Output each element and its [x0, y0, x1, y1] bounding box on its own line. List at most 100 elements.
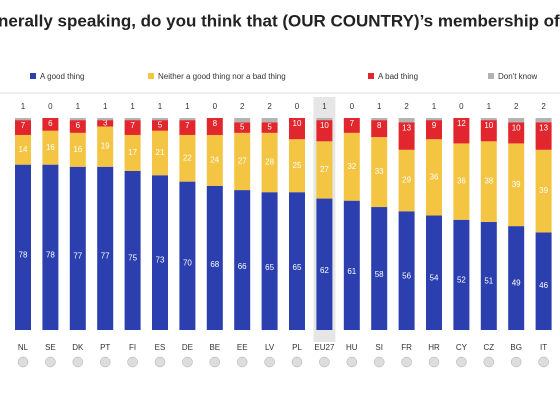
- value-label: 7: [130, 121, 135, 130]
- bar-segment: [535, 232, 552, 330]
- flag: [45, 356, 56, 368]
- bar-segment: [179, 181, 196, 330]
- value-label: 1: [158, 102, 163, 111]
- value-label: 21: [156, 148, 165, 157]
- bar-segment: [316, 141, 333, 199]
- value-label: 51: [484, 276, 493, 285]
- bar-segment: [152, 118, 168, 121]
- value-label: 13: [402, 123, 411, 132]
- value-label: 36: [457, 177, 466, 186]
- bar-segment: [343, 132, 360, 201]
- value-label: 70: [183, 258, 192, 267]
- bar-segment: [234, 118, 251, 123]
- bar-segment: [97, 118, 114, 121]
- bar-segment: [371, 207, 388, 330]
- x-tick-label: LV: [265, 343, 275, 352]
- legend-swatch: [30, 73, 36, 79]
- bar-segment: [152, 175, 168, 330]
- value-label: 2: [514, 102, 519, 111]
- x-tick-label: BG: [510, 343, 522, 352]
- bar-segment: [152, 130, 168, 176]
- value-label: 8: [377, 121, 382, 130]
- bar-segment: [508, 143, 525, 227]
- bar-segment: [371, 120, 388, 138]
- value-label: 1: [76, 102, 81, 111]
- value-label: 1: [130, 102, 135, 111]
- bar-segment: [371, 137, 388, 208]
- value-label: 10: [320, 121, 329, 130]
- x-tick-label: DE: [182, 343, 193, 352]
- x-tick-label: HR: [428, 343, 440, 352]
- bar-segment: [234, 132, 251, 191]
- x-tick-label: CY: [456, 343, 468, 352]
- value-label: 7: [21, 121, 26, 130]
- value-label: 32: [347, 162, 356, 171]
- bar-segment: [97, 126, 114, 167]
- bar-segment: [426, 118, 442, 121]
- value-label: 0: [295, 102, 300, 111]
- x-tick-label: EU27: [314, 343, 335, 352]
- bar-segment: [453, 219, 470, 330]
- value-label: 0: [213, 102, 218, 111]
- bar-segment: [480, 141, 497, 222]
- bar-segment: [508, 226, 525, 330]
- bar-segment: [343, 118, 360, 133]
- x-tick-label: HU: [346, 343, 358, 352]
- value-label: 61: [347, 267, 356, 276]
- bar-segment: [535, 122, 552, 150]
- value-label: 46: [539, 281, 548, 290]
- flag: [154, 356, 166, 368]
- value-label: 29: [402, 176, 411, 185]
- bar-segment: [426, 120, 442, 140]
- bar-segment: [289, 192, 305, 330]
- flag: [127, 356, 138, 368]
- value-label: 65: [265, 263, 274, 272]
- bar-segment: [124, 134, 141, 171]
- flag: [456, 356, 467, 368]
- value-label: 2: [240, 102, 245, 111]
- bar-segment: [480, 118, 497, 121]
- value-label: 78: [19, 251, 28, 260]
- legend-label: A bad thing: [378, 72, 418, 81]
- x-tick-label: EE: [237, 343, 248, 352]
- bar-segment: [69, 132, 86, 167]
- bar-segment: [480, 221, 497, 330]
- bar-segment: [206, 118, 223, 135]
- bar-segment: [261, 132, 278, 193]
- bar-segment: [179, 120, 196, 135]
- flag: [99, 356, 111, 368]
- x-tick-label: NL: [18, 343, 29, 352]
- flag: [483, 356, 495, 368]
- value-label: 7: [185, 121, 190, 130]
- legend-swatch: [368, 73, 374, 79]
- value-label: 27: [320, 165, 329, 174]
- value-label: 58: [375, 270, 384, 279]
- value-label: 10: [512, 123, 521, 132]
- x-tick-label: PT: [100, 343, 110, 352]
- value-label: 5: [267, 123, 272, 132]
- value-label: 2: [267, 102, 272, 111]
- value-label: 1: [185, 102, 190, 111]
- value-label: 2: [541, 102, 546, 111]
- x-tick-label: SE: [45, 343, 56, 352]
- value-label: 39: [539, 186, 548, 195]
- bar-segment: [179, 118, 196, 121]
- value-label: 56: [402, 272, 411, 281]
- bar-segment: [124, 171, 141, 330]
- bar-segment: [69, 120, 86, 133]
- value-label: 24: [210, 156, 219, 165]
- legend-label: Neither a good thing nor a bad thing: [158, 72, 286, 81]
- bar-segment: [453, 118, 470, 144]
- flag: [264, 356, 275, 368]
- flag: [346, 356, 358, 368]
- value-label: 16: [46, 143, 55, 152]
- bar-segment: [508, 118, 525, 123]
- flag: [373, 356, 385, 368]
- flag: [319, 356, 330, 368]
- value-label: 6: [48, 119, 53, 128]
- value-label: 19: [101, 142, 110, 151]
- value-label: 38: [484, 177, 493, 186]
- x-tick-label: DK: [72, 343, 84, 352]
- bar-segment: [261, 122, 278, 133]
